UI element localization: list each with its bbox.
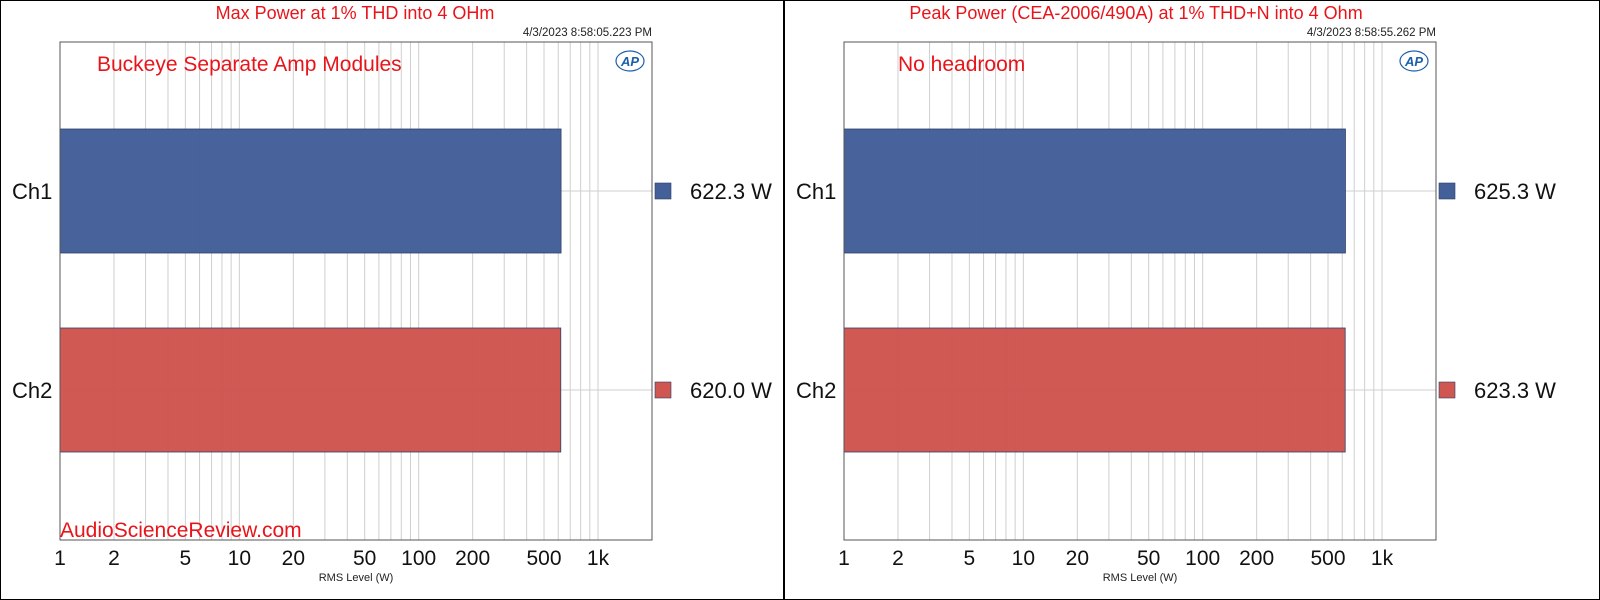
x-tick-label: 100 xyxy=(1185,547,1220,570)
legend-swatch-ch2 xyxy=(1438,381,1456,399)
x-axis-label: RMS Level (W) xyxy=(319,572,394,584)
category-label-ch2: Ch2 xyxy=(796,378,836,403)
value-label-ch2: 623.3 W xyxy=(1474,378,1556,403)
ap-logo-ring xyxy=(615,50,645,72)
legend-swatch-ch2 xyxy=(654,381,672,399)
x-tick-label: 500 xyxy=(527,547,562,570)
timestamp: 4/3/2023 8:58:05.223 PM xyxy=(523,27,652,39)
x-tick-label: 2 xyxy=(108,547,120,570)
value-label-ch2: 620.0 W xyxy=(690,378,772,403)
x-tick-label: 1 xyxy=(54,547,66,570)
x-tick-label: 1k xyxy=(587,547,610,570)
chart-panel-1: Max Power at 1% THD into 4 OHm 4/3/2023 8… xyxy=(0,0,784,600)
ap-logo-ring xyxy=(1399,50,1429,72)
x-tick-label: 20 xyxy=(282,547,305,570)
annotation: No headroom xyxy=(898,53,1025,76)
x-axis-label: RMS Level (W) xyxy=(1103,572,1178,584)
panel-frame xyxy=(784,0,1600,600)
plot-frame xyxy=(843,41,1437,541)
x-tick-label: 200 xyxy=(1239,547,1274,570)
category-label-ch1: Ch1 xyxy=(796,179,836,204)
chart-title: Peak Power (CEA-2006/490A) at 1% THD+N i… xyxy=(909,3,1362,23)
category-label-ch2: Ch2 xyxy=(12,378,52,403)
timestamp: 4/3/2023 8:58:55.262 PM xyxy=(1307,27,1436,39)
x-tick-label: 10 xyxy=(228,547,251,570)
x-tick-label: 50 xyxy=(1137,547,1160,570)
x-tick-label: 100 xyxy=(401,547,436,570)
ap-logo: AP xyxy=(615,50,645,72)
bar-ch2 xyxy=(59,327,562,453)
bar-ch2 xyxy=(843,327,1346,453)
legend-swatch-ch1 xyxy=(654,182,672,200)
x-tick-label: 50 xyxy=(353,547,376,570)
x-tick-label: 20 xyxy=(1066,547,1089,570)
annotation: Buckeye Separate Amp Modules xyxy=(97,53,402,76)
x-tick-label: 500 xyxy=(1311,547,1346,570)
x-tick-label: 200 xyxy=(455,547,490,570)
legend-swatch-ch1 xyxy=(1438,182,1456,200)
watermark: AudioScienceReview.com xyxy=(60,519,302,542)
x-tick-label: 10 xyxy=(1012,547,1035,570)
x-tick-label: 1 xyxy=(838,547,850,570)
gridlines xyxy=(844,42,1436,540)
gridlines xyxy=(60,42,652,540)
chart-panel-2: Peak Power (CEA-2006/490A) at 1% THD+N i… xyxy=(784,0,1600,600)
x-tick-label: 5 xyxy=(964,547,976,570)
ap-logo: AP xyxy=(1399,50,1429,72)
x-tick-label: 1k xyxy=(1371,547,1394,570)
ap-logo-text: AP xyxy=(620,54,639,69)
x-tick-label: 2 xyxy=(892,547,904,570)
chart-title: Max Power at 1% THD into 4 OHm xyxy=(216,3,495,23)
x-tick-label: 5 xyxy=(180,547,192,570)
panel-frame xyxy=(0,0,784,600)
value-label-ch1: 622.3 W xyxy=(690,179,772,204)
bar-ch1 xyxy=(843,128,1346,254)
plot-frame xyxy=(59,41,653,541)
category-label-ch1: Ch1 xyxy=(12,179,52,204)
ap-logo-text: AP xyxy=(1404,54,1423,69)
bar-ch1 xyxy=(59,128,562,254)
value-label-ch1: 625.3 W xyxy=(1474,179,1556,204)
